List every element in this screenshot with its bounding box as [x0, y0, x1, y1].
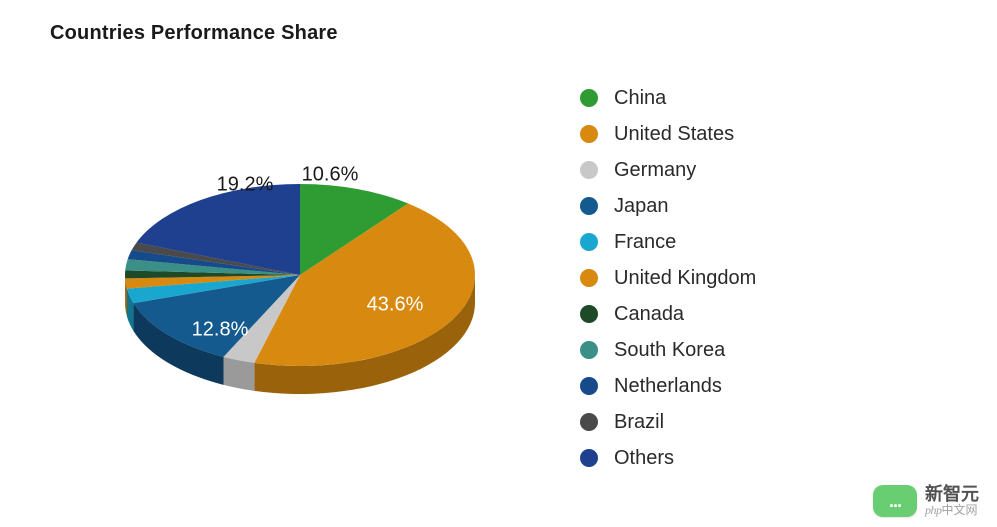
legend-swatch — [580, 197, 598, 215]
chart-container: Countries Performance Share 10.6% 43.6% 12… — [0, 0, 997, 527]
pie-slice-label: 10.6% — [302, 163, 359, 185]
legend-item: United Kingdom — [580, 260, 940, 296]
legend-item: Germany — [580, 152, 940, 188]
legend-label: Japan — [614, 195, 669, 218]
watermark-bubble: ... — [873, 485, 917, 517]
legend-label: Brazil — [614, 411, 664, 434]
legend-swatch — [580, 89, 598, 107]
legend-item: France — [580, 224, 940, 260]
legend-swatch — [580, 413, 598, 431]
legend-label: United States — [614, 123, 734, 146]
legend-item: Japan — [580, 188, 940, 224]
watermark-sub: php中文网 — [925, 504, 979, 517]
legend-label: China — [614, 87, 666, 110]
legend-swatch — [580, 125, 598, 143]
legend-item: Netherlands — [580, 368, 940, 404]
legend-swatch — [580, 233, 598, 251]
watermark-brand: 新智元 — [925, 485, 979, 504]
legend: China United States Germany Japan France Unit… — [580, 80, 940, 476]
legend-label: Germany — [614, 159, 696, 182]
legend-label: South Korea — [614, 339, 725, 362]
legend-label: Canada — [614, 303, 684, 326]
legend-item: United States — [580, 116, 940, 152]
legend-item: China — [580, 80, 940, 116]
pie-chart: 10.6% 43.6% 12.8% 19.2% — [90, 85, 520, 495]
legend-swatch — [580, 449, 598, 467]
pie-slice-label: 43.6% — [367, 293, 424, 315]
watermark-text: 新智元 php中文网 — [925, 485, 979, 516]
legend-item: Canada — [580, 296, 940, 332]
legend-item: Brazil — [580, 404, 940, 440]
legend-label: France — [614, 231, 676, 254]
chart-title: Countries Performance Share — [50, 22, 338, 45]
legend-item: South Korea — [580, 332, 940, 368]
pie-slice-label: 19.2% — [217, 173, 274, 195]
legend-label: United Kingdom — [614, 267, 756, 290]
legend-swatch — [580, 341, 598, 359]
legend-swatch — [580, 305, 598, 323]
pie-slice-label: 12.8% — [192, 318, 249, 340]
legend-swatch — [580, 377, 598, 395]
legend-label: Others — [614, 447, 674, 470]
legend-item: Others — [580, 440, 940, 476]
legend-label: Netherlands — [614, 375, 722, 398]
legend-swatch — [580, 269, 598, 287]
watermark: ... 新智元 php中文网 — [873, 485, 979, 517]
legend-swatch — [580, 161, 598, 179]
